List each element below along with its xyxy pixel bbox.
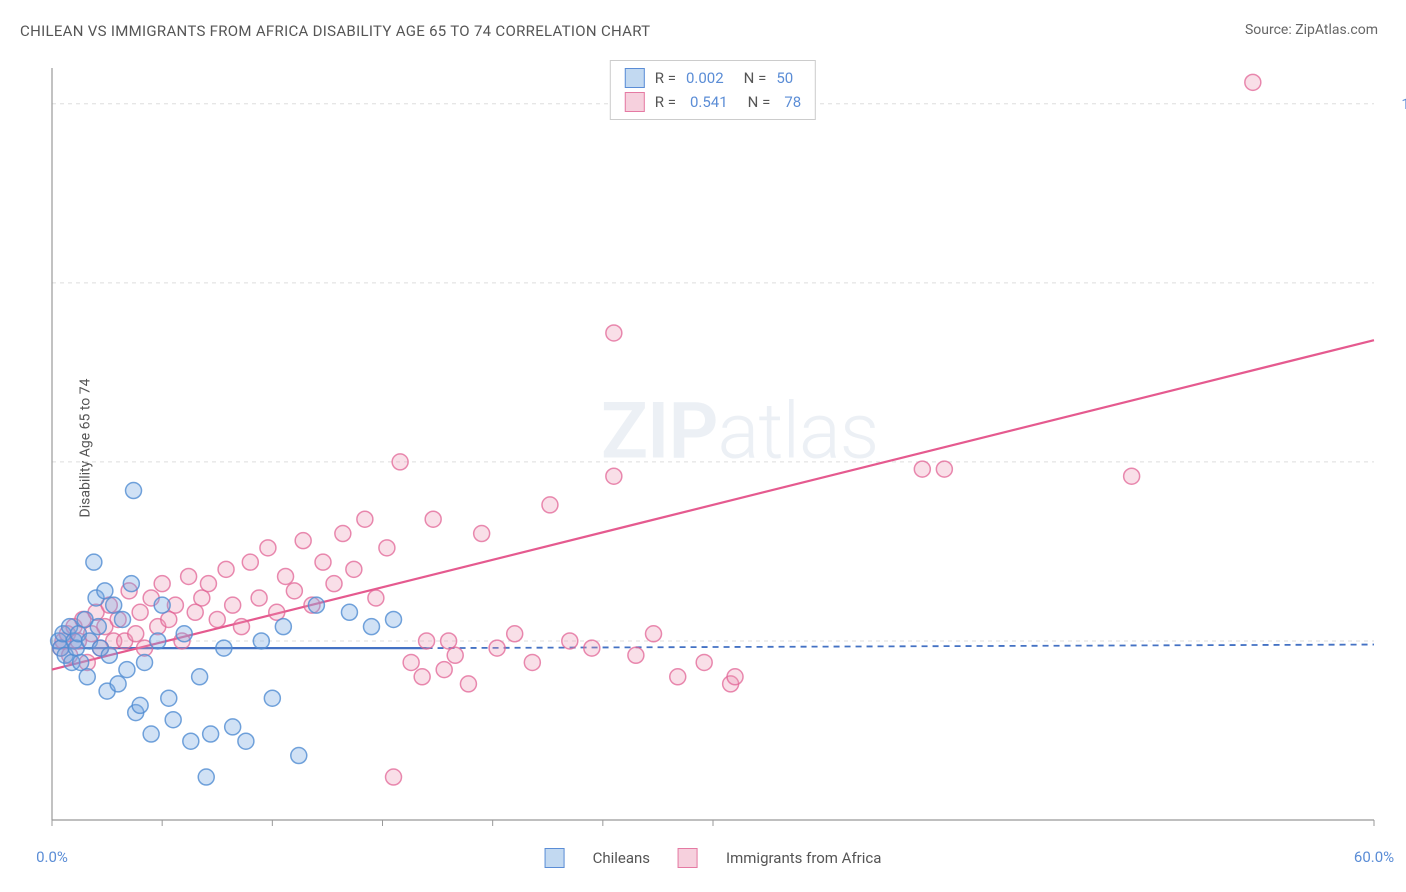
stats-legend-box: R = 0.002 N = 50 R = 0.541 N = 78: [610, 60, 816, 120]
series-label-pink: Immigrants from Africa: [726, 849, 881, 867]
series-label-blue: Chileans: [593, 849, 650, 867]
source-attribution: Source: ZipAtlas.com: [1245, 22, 1378, 38]
r-label: R =: [655, 69, 676, 87]
stats-row-blue: R = 0.002 N = 50: [625, 66, 801, 90]
plot-area: [48, 58, 1378, 838]
x-tick-label: 0.0%: [36, 848, 68, 866]
swatch-blue-icon: [545, 848, 565, 868]
chart-container: Disability Age 65 to 74 ZIPatlas R = 0.0…: [48, 58, 1378, 838]
n-value-pink: 78: [784, 93, 801, 111]
swatch-pink-icon: [678, 848, 698, 868]
n-label: N =: [744, 69, 767, 87]
n-label: N =: [748, 93, 771, 111]
chart-title: CHILEAN VS IMMIGRANTS FROM AFRICA DISABI…: [20, 22, 650, 40]
r-value-blue: 0.002: [686, 69, 724, 87]
y-tick-label: 100.0%: [1401, 95, 1406, 113]
series-legend: Chileans Immigrants from Africa: [545, 848, 882, 868]
r-value-pink: 0.541: [690, 93, 728, 111]
r-label: R =: [655, 93, 676, 111]
swatch-blue-icon: [625, 68, 645, 88]
x-tick-label: 60.0%: [1354, 848, 1394, 866]
swatch-pink-icon: [625, 92, 645, 112]
stats-row-pink: R = 0.541 N = 78: [625, 90, 801, 114]
n-value-blue: 50: [776, 69, 793, 87]
